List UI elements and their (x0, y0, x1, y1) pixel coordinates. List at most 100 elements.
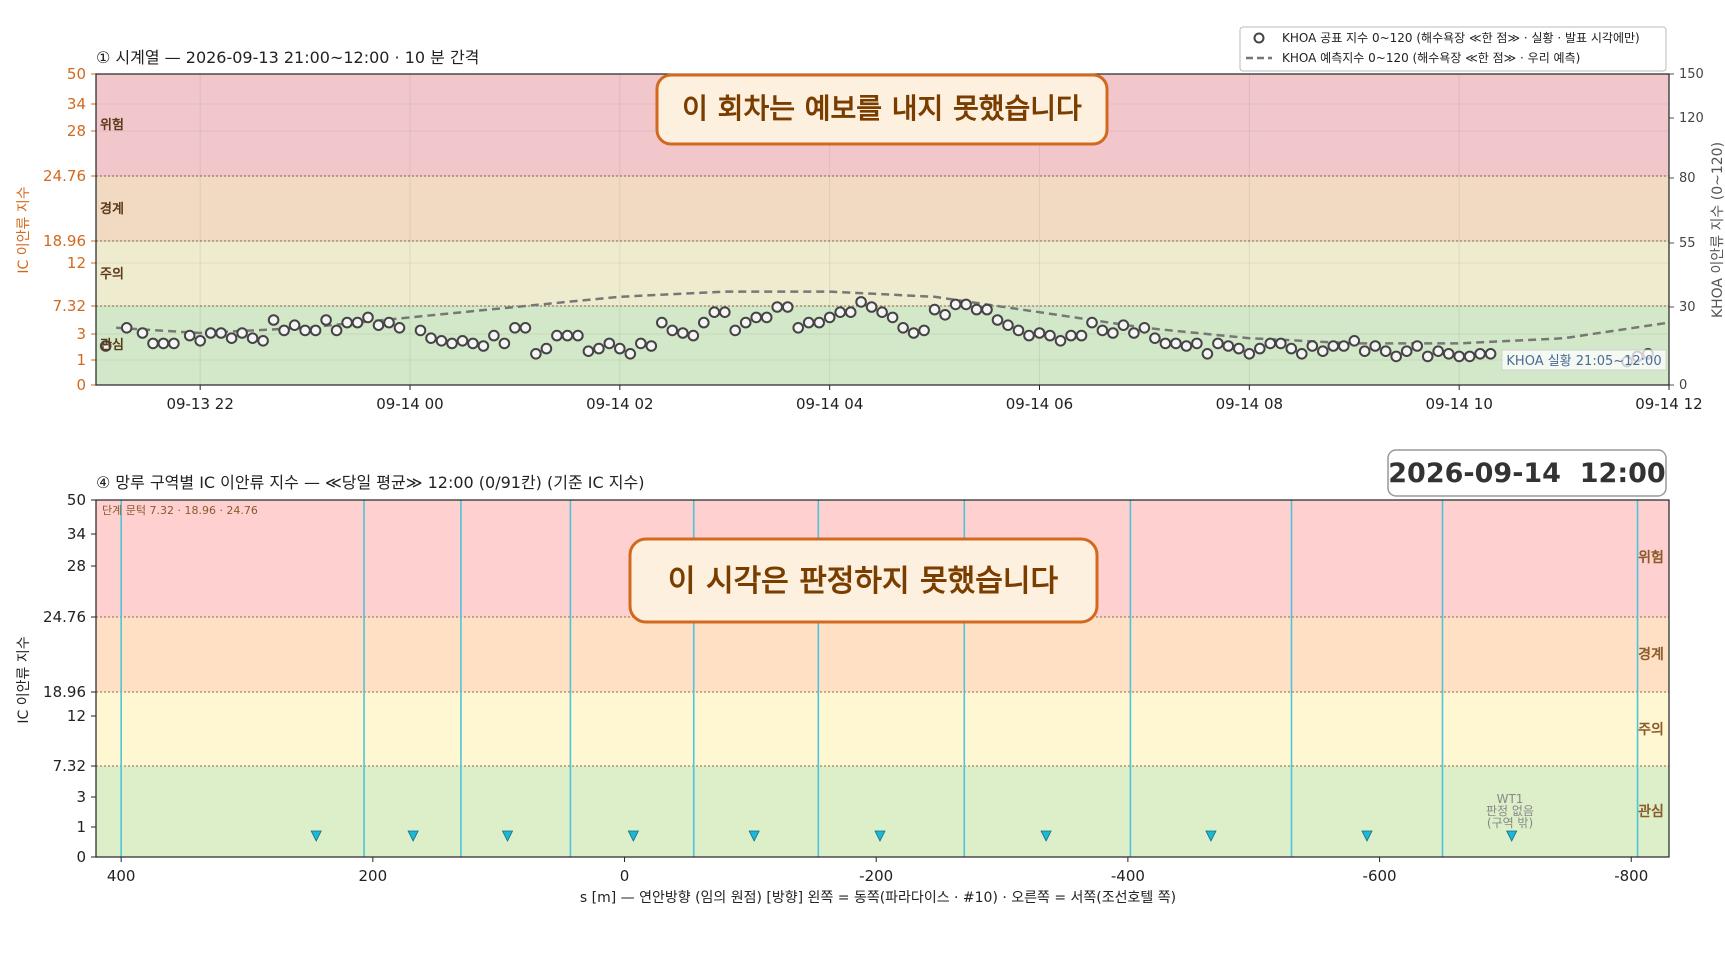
tower-label: WT1 판정 없음 (구역 밖) (1486, 792, 1534, 830)
khoa-observed-point (168, 337, 180, 350)
khoa-observed-point (351, 316, 364, 329)
top-y2-tick-label: 55 (1679, 236, 1696, 251)
khoa-observed-point (603, 337, 616, 350)
khoa-observed-point (1201, 348, 1214, 360)
datetime-badge: 2026-09-14 12:00 (1387, 449, 1667, 497)
top-legend: KHOA 공표 지수 0~120 (해수욕장 ≪한 점≫ · 실황 · 발표 시… (1239, 26, 1667, 72)
bottom-zone-label-interest: 관심 (1638, 803, 1664, 820)
khoa-observed-point (236, 327, 248, 339)
top-y-tick-label: 24.76 (43, 167, 86, 185)
bottom-x-tick-label: -400 (1111, 867, 1145, 885)
top-zone-caution (96, 241, 1669, 306)
khoa-observed-point (991, 314, 1004, 326)
tower-marker (310, 830, 322, 842)
khoa-observed-point (194, 335, 206, 347)
khoa-observed-point (624, 348, 637, 360)
khoa-observed-point (1285, 342, 1298, 355)
khoa-observed-point (1096, 324, 1109, 337)
khoa-observed-point (372, 319, 385, 332)
bottom-x-tick-label: 200 (359, 867, 388, 885)
khoa-observed-point (939, 309, 951, 321)
khoa-observed-point (425, 332, 437, 345)
khoa-observed-point (708, 306, 721, 319)
khoa-observed-point (477, 340, 490, 352)
khoa-observed-point (435, 335, 448, 347)
legend-entry-forecast: KHOA 예측지수 0~120 (해수욕장 ≪한 점≫ · 우리 예측) (1282, 51, 1580, 65)
khoa-observed-point (593, 342, 605, 355)
khoa-note-box (1501, 349, 1667, 371)
khoa-observed-point (1474, 348, 1486, 360)
top-y-tick-label: 18.96 (43, 232, 86, 250)
khoa-observed-point (1212, 337, 1224, 350)
legend-entry-observed: KHOA 공표 지수 0~120 (해수욕장 ≪한 점≫ · 실황 · 발표 시… (1282, 31, 1640, 45)
bottom-x-axis-label: s [m] — 연안방향 (임의 원점) [방향] 왼쪽 = 동쪽(파라다이스 … (580, 890, 1176, 906)
top-x-tick-label: 09-14 00 (376, 395, 443, 413)
bottom-y-tick-label: 18.96 (43, 683, 86, 701)
khoa-observed-point (1002, 319, 1014, 332)
khoa-observed-point (865, 301, 878, 313)
top-y-tick-label: 34 (67, 95, 86, 113)
khoa-observed-point (834, 306, 847, 319)
khoa-observed-point (498, 337, 511, 350)
tower-marker (1361, 830, 1373, 842)
khoa-observed-point (540, 342, 553, 355)
khoa-observed-point (299, 324, 311, 337)
khoa-observed-point (1243, 348, 1256, 360)
bottom-chart-title: ④ 망루 구역별 IC 이안류 지수 — ≪당일 평균≫ 12:00 (0/91… (96, 473, 644, 492)
khoa-observed-point (246, 332, 259, 345)
khoa-observed-point (1222, 340, 1235, 352)
top-banner-box (655, 73, 1109, 146)
khoa-observed-point (330, 324, 343, 337)
bottom-y-tick-label: 1 (76, 818, 86, 836)
top-zone-label-interest: 관심 (100, 337, 124, 353)
bottom-ic-axis-label: IC 이안류 지수 (16, 636, 32, 723)
khoa-observed-point (1453, 350, 1465, 363)
khoa-observed-point (1254, 342, 1266, 355)
khoa-observed-point (362, 311, 374, 324)
khoa-observed-point (1138, 322, 1151, 334)
khoa-observed-point (1086, 316, 1098, 329)
khoa-observed-point (677, 327, 689, 339)
bottom-zone-label-danger: 위험 (1638, 549, 1664, 566)
khoa-observed-point (1149, 332, 1161, 345)
khoa-observed-point (183, 329, 196, 342)
khoa-observed-point (739, 316, 752, 329)
khoa-observed-point (656, 316, 668, 329)
tower-marker (407, 830, 419, 842)
khoa-observed-point (719, 306, 731, 319)
khoa-observed-point (509, 322, 521, 334)
top-y-tick-label: 12 (67, 254, 86, 272)
top-y-tick-label: 7.32 (53, 297, 86, 315)
khoa-note-text: KHOA 실황 21:05~12:00 (1506, 354, 1661, 369)
khoa-observed-point (1348, 335, 1361, 347)
khoa-observed-point (267, 314, 280, 326)
khoa-note: KHOA 실황 21:05~12:00 (1501, 349, 1667, 371)
top-y-tick-label: 50 (67, 65, 86, 83)
khoa-observed-point (414, 324, 427, 337)
khoa-observed-point (813, 316, 826, 329)
khoa-observed-point (530, 348, 542, 360)
khoa-observed-point (729, 324, 742, 337)
khoa-observed-point (157, 337, 170, 350)
khoa-observed-point (1033, 327, 1046, 339)
khoa-observed-point (1400, 345, 1413, 358)
bottom-x-tick-label: -600 (1363, 867, 1397, 885)
top-zone-label-warning: 경계 (100, 201, 124, 217)
khoa-observed-point (970, 303, 983, 316)
legend-point-marker (1253, 32, 1265, 44)
khoa-observed-point (907, 327, 920, 339)
khoa-observed-point (147, 337, 159, 350)
khoa-observed-point (1463, 350, 1476, 363)
khoa-observed-point (467, 337, 479, 350)
khoa-observed-point (341, 316, 353, 329)
bottom-plot-frame (95, 499, 1670, 858)
bottom-y-tick-label: 7.32 (53, 757, 86, 775)
khoa-observed-point (1117, 319, 1130, 332)
khoa-observed-point (687, 329, 700, 342)
tower-marker (627, 830, 639, 842)
top-x-tick-label: 09-13 22 (166, 395, 233, 413)
khoa-observed-point (614, 342, 626, 355)
top-banner-text: 이 회차는 예보를 내지 못했습니다 (682, 92, 1082, 125)
bottom-y-tick-label: 12 (67, 707, 86, 725)
